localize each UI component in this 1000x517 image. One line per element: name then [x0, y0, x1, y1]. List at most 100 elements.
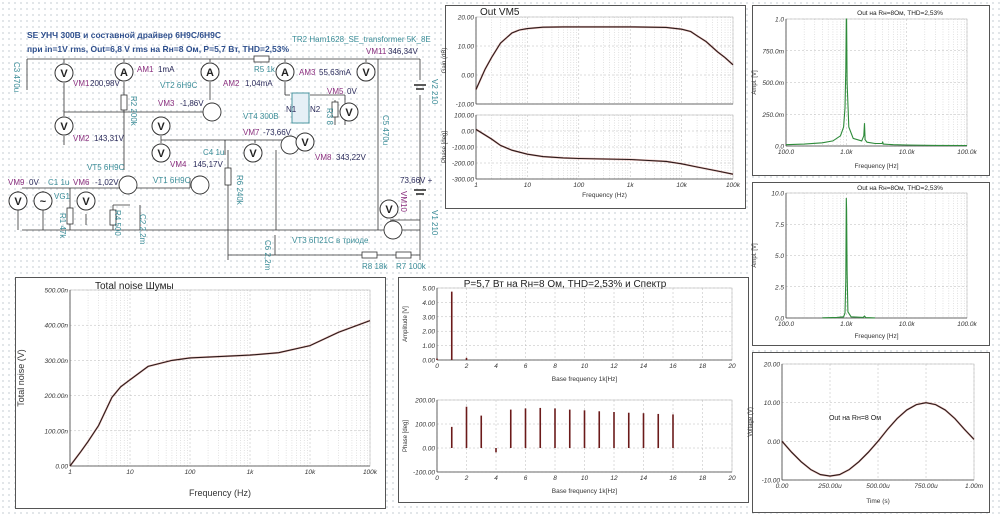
meter-vm1-icon[interactable] — [54, 63, 74, 83]
meter-vm2-icon[interactable] — [54, 116, 74, 136]
meter-am3-icon[interactable] — [275, 62, 295, 82]
meter-vm9-icon[interactable] — [8, 191, 28, 211]
schematic-label: R8 18k — [362, 262, 388, 271]
schematic-label: -1,02V — [95, 178, 119, 187]
meter-am2-icon[interactable] — [200, 62, 220, 82]
schematic-label: VM4 — [170, 160, 187, 169]
vacuum-tube-symbol — [190, 175, 210, 195]
vacuum-tube-symbol — [383, 220, 403, 240]
schematic-label: при in=1V rms, Out=6,8 V rms на Rн=8 Ом,… — [27, 44, 290, 54]
schematic-label: VM10 — [399, 191, 408, 212]
schematic-label: 200,98V — [90, 79, 120, 88]
schematic-label: 0V — [347, 87, 357, 96]
meter-glyph: ~ — [40, 196, 47, 208]
schematic-label: R5 1k — [254, 65, 275, 74]
resistor-symbol — [253, 55, 270, 63]
meter-glyph: A — [120, 67, 128, 79]
schematic-label: N2 — [310, 105, 321, 114]
schematic-label: 343,22V — [336, 153, 366, 162]
meter-glyph: V — [60, 121, 68, 133]
transformer-symbol — [291, 92, 310, 124]
schematic-label: 1mA — [158, 65, 175, 74]
meter-glyph: V — [157, 121, 165, 133]
meter-glyph: A — [281, 67, 289, 79]
schematic-label: TR2 Ham1628_SE_transformer 5K_8E — [292, 35, 431, 44]
schematic-label: VM8 — [315, 153, 332, 162]
resistor-symbol — [120, 94, 128, 111]
meter-am1-icon[interactable] — [114, 62, 134, 82]
schematic-label: R4 500 — [113, 210, 122, 236]
meter-vm10-icon[interactable] — [379, 199, 399, 219]
schematic-label: 346,34V — [388, 47, 418, 56]
vacuum-tube-symbol — [202, 102, 222, 122]
meter-vm6-icon[interactable] — [76, 191, 96, 211]
meter-glyph: V — [157, 148, 165, 160]
schematic-label: SE УНЧ 300B и составной драйвер 6Н9С/6Н9… — [27, 30, 222, 40]
schematic-label: 145,17V — [193, 160, 223, 169]
schematic-label: VT1 6Н9С — [153, 176, 191, 185]
resistor-symbol — [331, 101, 339, 118]
schematic-label: 55,63mA — [319, 68, 352, 77]
schematic-label: C6 2,2m — [263, 240, 272, 271]
meter-glyph: A — [206, 67, 214, 79]
resistor-symbol — [109, 209, 117, 226]
meter-vm5-icon[interactable] — [339, 102, 359, 122]
schematic-label: AM3 — [299, 68, 316, 77]
resistor-symbol — [361, 251, 378, 259]
meter-vm8-icon[interactable] — [295, 132, 315, 152]
resistor-symbol — [66, 207, 74, 225]
schematic-label: VM7 — [243, 128, 260, 137]
schematic-label: 1,04mA — [245, 79, 273, 88]
bode-plot-window[interactable] — [445, 5, 746, 209]
noise-window[interactable] — [15, 277, 386, 509]
resistor-symbol — [224, 167, 232, 186]
meter-glyph: V — [60, 68, 68, 80]
schematic-label: C4 1u — [203, 148, 225, 157]
meter-glyph: V — [249, 148, 257, 160]
schematic-label: 0V — [29, 178, 39, 187]
meter-glyph: V — [385, 204, 393, 216]
meter-vm4-icon[interactable] — [151, 143, 171, 163]
schematic-label: VT2 6Н9С — [160, 81, 198, 90]
schematic-label: VM9 — [8, 178, 25, 187]
schematic-label: R2 200k — [129, 96, 138, 126]
schematic-label: VM11 — [366, 47, 387, 56]
schematic-label: VM2 — [73, 134, 90, 143]
schematic-label: VM5 — [327, 87, 344, 96]
schematic-label: VG1 — [54, 192, 71, 201]
schematic-label: -1,86V — [180, 99, 204, 108]
meter-glyph: V — [301, 137, 309, 149]
schematic-label: C1 1u — [48, 178, 70, 187]
schematic-label: C3 470u — [12, 62, 21, 93]
harmonics-window[interactable] — [398, 277, 749, 503]
schematic-label: AM1 — [137, 65, 154, 74]
resistor-symbol — [395, 251, 412, 259]
schematic-label: C5 470u — [381, 115, 390, 146]
schematic-label: 143,31V — [94, 134, 124, 143]
schematic-label: VT4 300B — [243, 112, 279, 121]
schematic-label: VM6 — [73, 178, 90, 187]
meter-glyph: V — [82, 196, 90, 208]
meter-vm11-icon[interactable] — [356, 62, 376, 82]
spectrum-window-2[interactable] — [752, 182, 990, 346]
spectrum-window-1[interactable] — [752, 5, 990, 176]
meter-vm7-icon[interactable] — [243, 143, 263, 163]
vacuum-tube-symbol — [118, 175, 138, 195]
schematic-label: R1 47k — [58, 213, 67, 239]
schematic-label: C2 2,2m — [138, 214, 147, 245]
meter-vg1-icon[interactable] — [33, 191, 53, 211]
schematic-label: R6 240k — [235, 175, 244, 205]
schematic-label: VT5 6Н9С — [87, 163, 125, 172]
schematic-label: V1 210 — [430, 210, 439, 236]
schematic-label: -73,66V — [263, 128, 292, 137]
meter-vm3-icon[interactable] — [151, 116, 171, 136]
meter-glyph: V — [345, 107, 353, 119]
transient-window[interactable] — [752, 352, 990, 513]
schematic-canvas: V A A A V V V V V V V V ~ V V — [8, 55, 426, 260]
meter-glyph: V — [362, 67, 370, 79]
schematic-label: N1 — [286, 105, 297, 114]
schematic-label: AM2 — [223, 79, 240, 88]
schematic-label: VM1 — [73, 79, 90, 88]
schematic-label: V2 210 — [430, 79, 439, 105]
meter-glyph: V — [14, 196, 22, 208]
